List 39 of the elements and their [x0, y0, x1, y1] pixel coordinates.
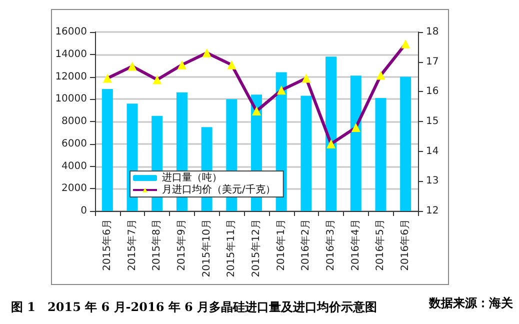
y2-tick-label: 12	[426, 206, 439, 216]
x-tick-label: 2015年7月	[126, 219, 138, 271]
legend-label: 进口量（吨）	[162, 172, 222, 184]
x-tick-label: 2016年5月	[374, 219, 386, 271]
x-tick-label: 2015年10月	[200, 219, 212, 278]
y-tick-label: 2000	[62, 183, 87, 194]
y-tick-label: 4000	[62, 160, 87, 172]
y-tick-label: 0	[80, 206, 87, 216]
y2-tick-label: 15	[426, 116, 439, 127]
text: 图 1 2015 年 6 月-2016 年 6 月多晶硅进口量及进口均价示意图	[11, 300, 378, 314]
legend-label: 月进口均价（美元/千克）	[162, 184, 276, 196]
y2-tick-label: 16	[426, 86, 439, 98]
y2-tick-label: 18	[426, 26, 439, 38]
bar	[300, 96, 312, 211]
y-tick-label: 12000	[55, 71, 87, 82]
source-note: 数据来源：海关	[428, 296, 514, 310]
bar	[400, 76, 412, 211]
x-tick-label: 2015年8月	[150, 219, 163, 271]
x-tick-label: 2016年6月	[399, 219, 412, 271]
y2-tick-label: 13	[426, 176, 439, 187]
x-tick-label: 2015年12月	[250, 219, 262, 278]
y-tick-label: 16000	[55, 26, 87, 38]
y2-tick-label: 14	[426, 146, 439, 157]
y-tick-label: 10000	[55, 94, 87, 105]
bar	[375, 98, 386, 211]
x-tick-label: 2016年3月	[324, 219, 337, 271]
y-tick-label: 6000	[62, 138, 87, 150]
x-tick-label: 2016年1月	[274, 219, 287, 271]
bar	[350, 76, 362, 211]
x-tick-label: 2015年9月	[175, 219, 188, 271]
x-tick-label: 2015年11月	[225, 219, 238, 278]
bar	[326, 56, 337, 211]
y-tick-label: 8000	[62, 116, 87, 127]
y-tick-label: 14000	[55, 48, 87, 60]
x-tick-label: 2016年4月	[349, 219, 362, 271]
x-tick-label: 2016年2月	[300, 219, 312, 271]
y2-tick-label: 17	[426, 56, 439, 68]
bar	[102, 89, 113, 211]
x-tick-label: 2015年6月	[100, 219, 113, 271]
